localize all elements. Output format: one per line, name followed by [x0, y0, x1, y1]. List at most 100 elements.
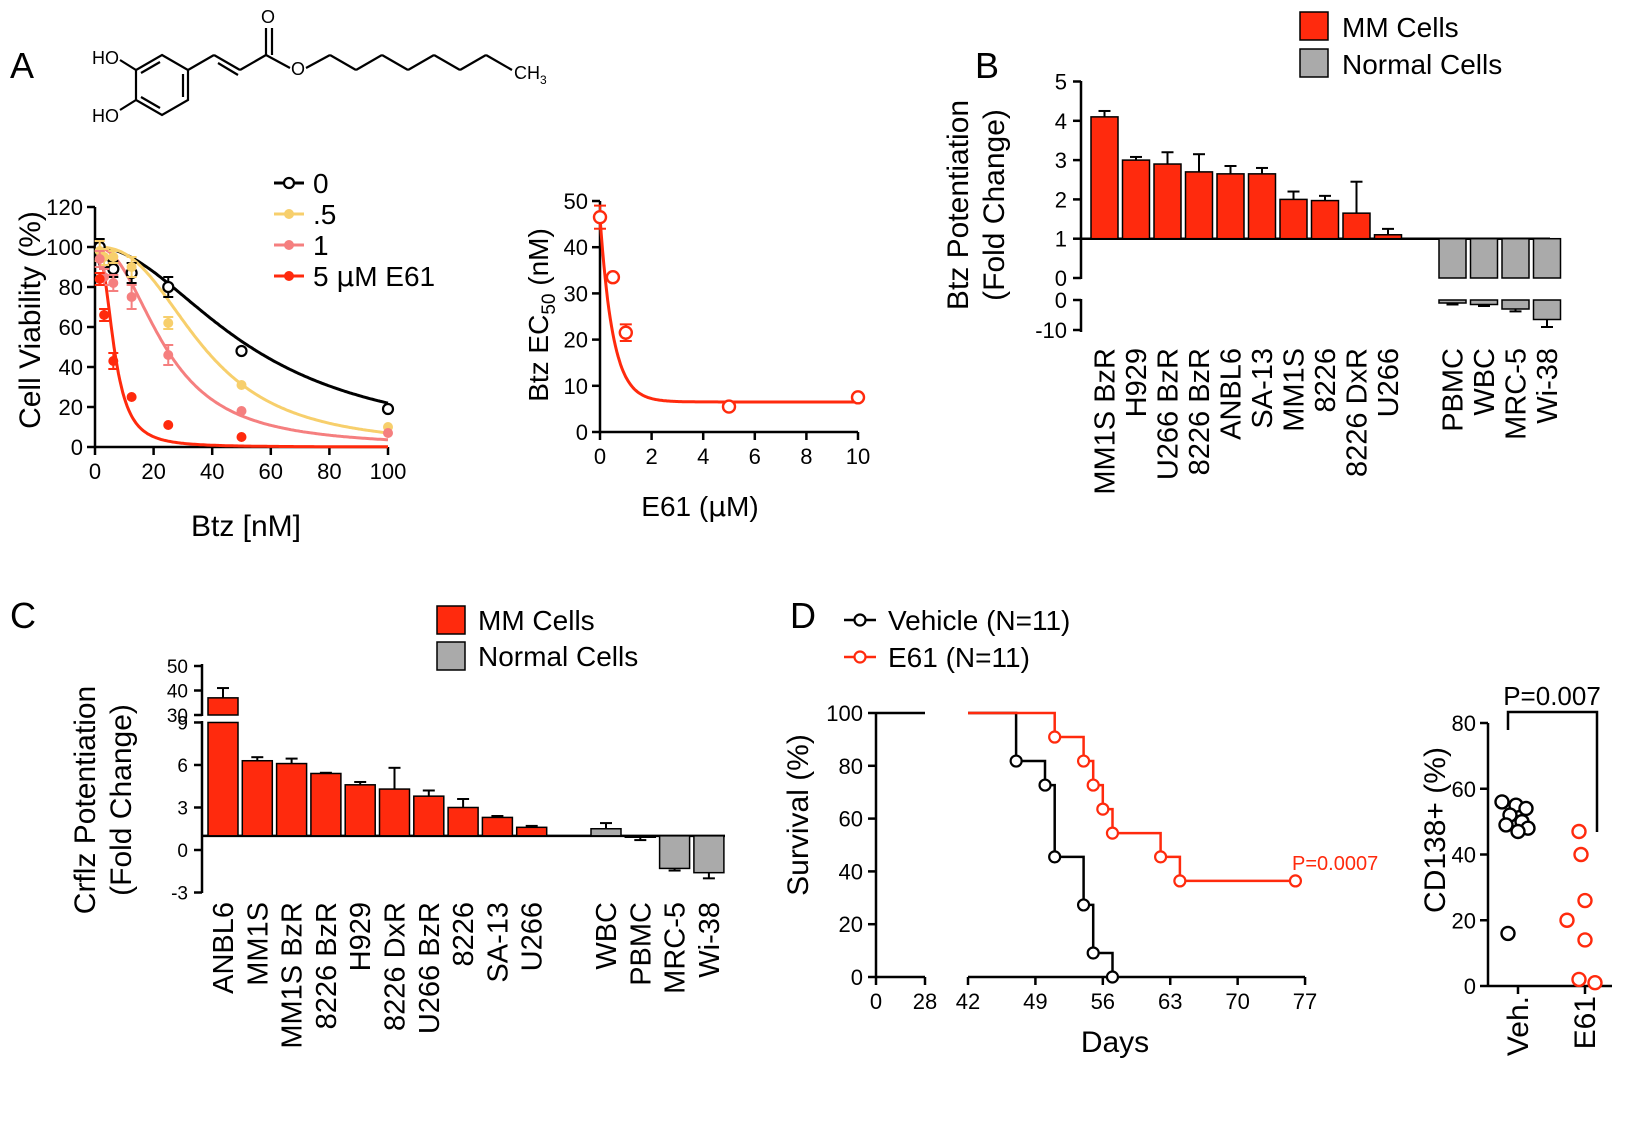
chart-d2-point	[1587, 975, 1603, 991]
chart-c-bar	[344, 784, 376, 837]
panel-letter-b: B	[975, 45, 999, 86]
chart-c-bar	[693, 835, 725, 874]
chart-d1-legend-label: Vehicle (N=11)	[888, 605, 1070, 636]
chart-d2-point	[1559, 912, 1575, 928]
chart-c-y-tick-label: 50	[167, 657, 188, 678]
chart-d2-axes: 0 20 40 60 80 Veh. E61	[1452, 711, 1612, 1056]
chart-a1-x-tick-label: 0	[89, 459, 101, 484]
chart-b-category-label: ANBL6	[1216, 348, 1248, 440]
chart-d1-censor-marker	[1076, 898, 1091, 912]
chart-b-category-label: PBMC	[1438, 348, 1470, 432]
chart-b-bar	[1342, 212, 1371, 240]
chart-d2-cd138: 0 20 40 60 80 Veh. E61 P=0.007 CD138+ (%)	[1419, 681, 1612, 1056]
chart-d1-y-tick-label: 20	[839, 912, 863, 937]
chart-b-bar	[1090, 116, 1119, 240]
chart-c-bar	[413, 795, 445, 837]
chart-b-category-label: MM1S BzR	[1090, 348, 1122, 495]
chart-c-category-labels: ANBL6 MM1S MM1S BzR 8226 BzR H929 8226 DxR U26…	[208, 902, 726, 1049]
chart-b-legend-label: Normal Cells	[1342, 49, 1502, 80]
chart-c-bar	[658, 835, 691, 870]
chart-c-bars	[207, 687, 725, 880]
chart-d2-point	[1510, 823, 1526, 840]
chart-a2-y-tick-label: 40	[564, 235, 588, 260]
chart-d1-censor-marker	[1173, 874, 1187, 888]
molecule-label-carbonyl-o: O	[261, 7, 275, 27]
chart-a1-x-tick-label: 100	[370, 459, 407, 484]
chart-a2-point	[618, 325, 633, 340]
chart-a1-y-tick-label: 80	[59, 275, 83, 300]
chart-d1-x-tick-label: 56	[1091, 989, 1115, 1014]
chart-d1-censor-marker	[1105, 826, 1120, 840]
chart-a2-x-tick-label: 0	[594, 444, 606, 469]
chart-a2-y-tick-label: 0	[576, 420, 588, 445]
chart-d1-survival: 0 20 40 60 80 100 0 28 42 49 56 63 70 77 Vehicle (N=1…	[782, 605, 1378, 1059]
chart-a1-y-tick-label: 40	[59, 355, 83, 380]
chart-c-legend-swatch	[436, 605, 466, 635]
chart-d1-x-tick-label: 28	[913, 989, 937, 1014]
chart-b-legend-swatch	[1299, 11, 1329, 41]
chart-d1-censor-marker	[1086, 946, 1100, 960]
chart-d2-y-tick-label: 20	[1452, 908, 1476, 933]
chart-d2-point	[1577, 892, 1593, 909]
chart-d1-legend: Vehicle (N=11) E61 (N=11)	[844, 605, 1070, 673]
chart-a1-y-tick-label: 60	[59, 315, 83, 340]
chart-d1-x-tick-label: 77	[1293, 989, 1317, 1014]
chart-d1-x-tick-label: 63	[1158, 989, 1182, 1014]
chart-a2-axes: 0 10 20 30 40 50 0 2 4 6 8 10	[564, 189, 871, 469]
chart-a1-y-tick-label: 100	[46, 235, 83, 260]
chart-d2-y-tick-label: 0	[1464, 974, 1476, 999]
chart-b-bar	[1216, 173, 1245, 240]
chart-b-category-label: H929	[1121, 348, 1153, 417]
chart-a2-point	[605, 270, 621, 285]
chart-a1-x-tick-label: 40	[200, 459, 224, 484]
chart-a1-x-tick-label: 80	[317, 459, 341, 484]
chart-d2-y-axis-label: CD138+ (%)	[1419, 747, 1452, 913]
chart-a2-fit-curve	[598, 217, 858, 404]
chart-d2-y-tick-label: 80	[1452, 711, 1476, 736]
molecule-label-ch3: CH3	[514, 63, 547, 87]
chart-b-bar	[1153, 163, 1182, 240]
chart-b-legend-label: MM Cells	[1342, 12, 1459, 43]
chart-d1-x-tick-label: 0	[870, 989, 882, 1014]
chart-d1-censor-marker	[1086, 778, 1100, 792]
chart-c-bar-upper	[207, 697, 239, 716]
chart-a2-point	[721, 399, 737, 414]
chart-d2-point	[1500, 925, 1516, 942]
chart-b-bars	[1090, 109, 1562, 328]
chart-c-category-label: U266 BzR	[414, 902, 446, 1034]
chart-a1-point	[94, 274, 105, 284]
chart-d2-point	[1494, 794, 1510, 810]
chart-d2-p-value: P=0.007	[1503, 681, 1601, 711]
chart-c-legend-label: Normal Cells	[478, 641, 638, 672]
chart-c-legend-swatch	[436, 641, 466, 671]
panel-letter-c: C	[10, 595, 36, 636]
chart-d1-y-tick-label: 60	[839, 807, 863, 832]
chart-a1-point	[381, 402, 395, 416]
chart-c-category-label: 8226	[448, 902, 480, 967]
chart-b-y-axis-label-line2: (Fold Change)	[978, 109, 1011, 301]
chart-d1-legend-marker	[853, 650, 867, 664]
chart-b-legend-swatch	[1299, 48, 1329, 78]
chart-a2-x-tick-label: 4	[697, 444, 709, 469]
chart-d2-point	[1577, 932, 1593, 948]
chart-a2-ylabel-prefix: Btz EC	[523, 315, 554, 402]
chart-a1-point	[235, 344, 248, 358]
chart-a2-y-tick-label: 30	[564, 281, 588, 306]
chart-b-category-label: MRC-5	[1501, 348, 1533, 440]
chart-d1-y-tick-label: 100	[826, 701, 863, 726]
chart-a2-y-tick-label: 20	[564, 328, 588, 353]
chart-b-bar	[1247, 173, 1277, 240]
chart-d1-y-tick-label: 80	[839, 754, 863, 779]
chart-a1-x-axis-label: Btz [nM]	[191, 510, 301, 543]
chart-c-category-label: 8226 DxR	[380, 902, 412, 1031]
chart-d1-survival-curve-0	[968, 711, 1114, 977]
chart-a2-point	[850, 390, 866, 405]
chart-a2-xlabel-suffix: M)	[726, 491, 759, 522]
chart-b-category-label: U266	[1373, 348, 1405, 417]
chart-a2-y-tick-label: 50	[564, 189, 588, 214]
chart-b-legend: MM Cells Normal Cells	[1299, 11, 1502, 80]
molecule-label-ho-bottom: HO	[92, 106, 119, 126]
